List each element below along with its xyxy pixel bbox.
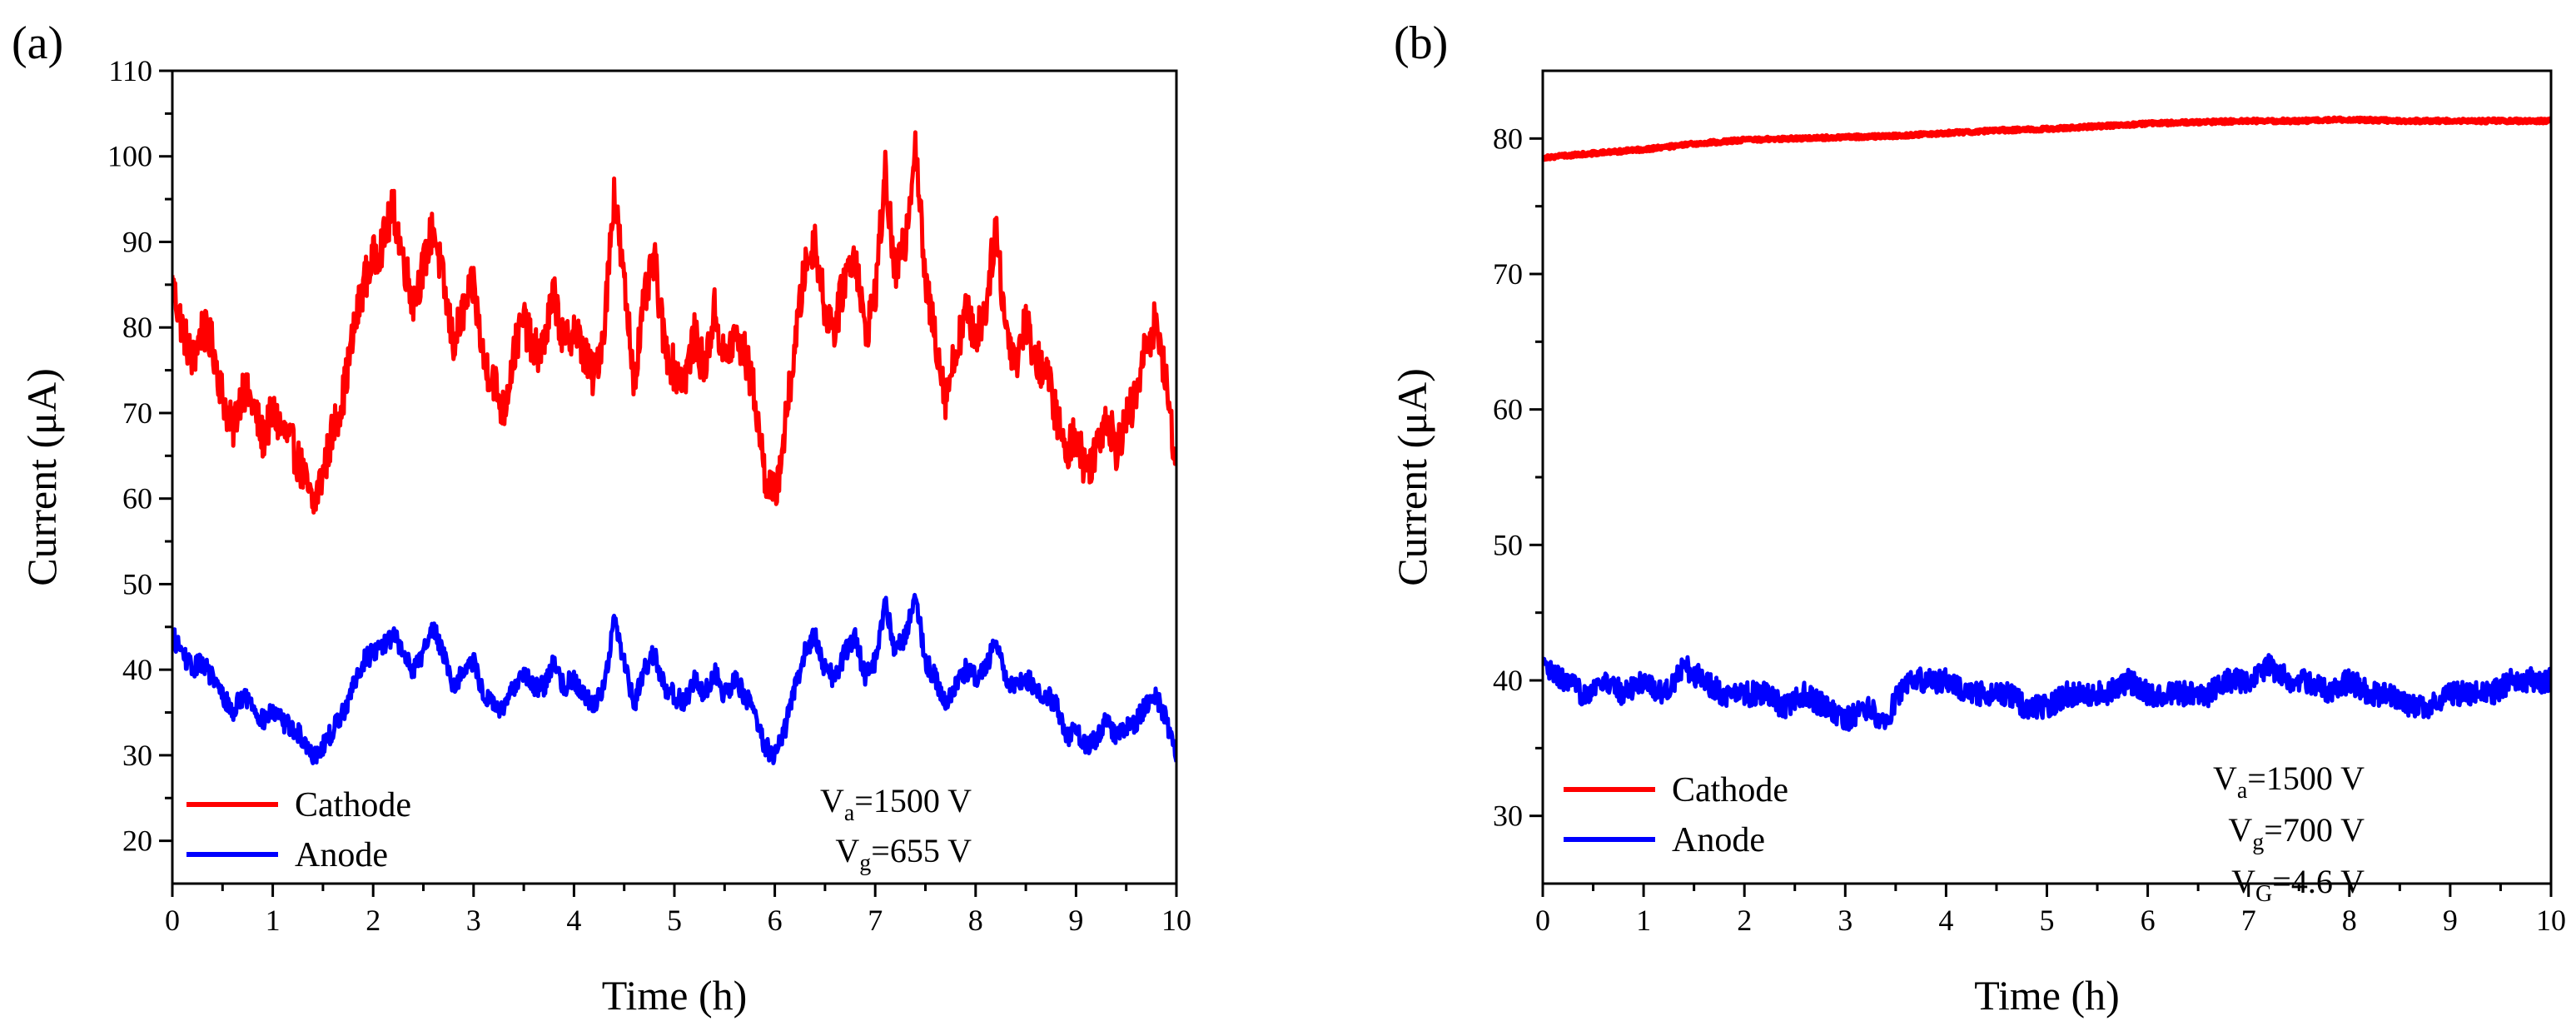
y-tick-label: 60 — [1493, 393, 1523, 426]
annotation-base: V — [2213, 760, 2237, 797]
plot-area — [172, 130, 1176, 765]
x-tick-label: 2 — [1737, 904, 1752, 937]
x-tick-label: 3 — [466, 904, 481, 937]
x-tick-label: 0 — [165, 904, 180, 937]
chart-panel-a: (a) 0 1 2 3 4 5 6 7 8 9 10 20 30 40 50 60 70 80 90 100 110 Tim… — [12, 17, 1191, 1019]
x-tick-label: 9 — [1068, 904, 1083, 937]
series-line-cathode — [172, 130, 1176, 515]
y-axis-label: Current (μA) — [18, 368, 65, 585]
legend-label-anode: Anode — [1672, 821, 1765, 859]
y-tick-label: 30 — [1493, 799, 1523, 833]
x-tick-label: 6 — [768, 904, 783, 937]
annotation-subscript: a — [844, 800, 855, 826]
annotation-base: V — [2231, 863, 2255, 900]
x-tick-label: 3 — [1838, 904, 1852, 937]
y-tick-label: 110 — [108, 54, 152, 87]
x-tick-label: 9 — [2443, 904, 2458, 937]
x-tick-label: 4 — [1938, 904, 1953, 937]
annotation-subscript: a — [2237, 778, 2248, 804]
y-tick-label: 50 — [1493, 528, 1523, 561]
annotation-value: =655 V — [871, 832, 972, 869]
voltage-annotation: Va=1500 V — [820, 782, 972, 826]
annotation-value: =1500 V — [2247, 760, 2365, 797]
x-tick-label: 5 — [667, 904, 682, 937]
series-line-anode — [172, 592, 1176, 765]
voltage-annotation: Vg=655 V — [835, 832, 972, 876]
x-tick-label: 10 — [2536, 904, 2566, 937]
legend-label-cathode: Cathode — [295, 786, 411, 824]
annotation-base: V — [835, 832, 859, 869]
voltage-annotation: Va=1500 V — [2213, 760, 2365, 804]
x-tick-label: 0 — [1535, 904, 1550, 937]
series-line-anode — [1543, 653, 2551, 732]
x-tick-label: 1 — [1636, 904, 1651, 937]
annotation-subscript: g — [859, 850, 871, 876]
x-axis-label: Time (h) — [602, 972, 748, 1019]
x-tick-label: 8 — [2342, 904, 2357, 937]
annotation-value: =700 V — [2264, 811, 2365, 849]
voltage-annotation: VG=4.6 V — [2231, 863, 2365, 907]
x-tick-label: 7 — [868, 904, 883, 937]
x-tick-label: 8 — [968, 904, 983, 937]
annotation-value: =1500 V — [854, 782, 972, 819]
x-axis-label: Time (h) — [1974, 972, 2120, 1019]
y-tick-label: 70 — [1493, 257, 1523, 291]
annotation-subscript: G — [2255, 881, 2272, 907]
y-axis-label: Current (μA) — [1389, 368, 1435, 585]
y-tick-label: 100 — [107, 140, 152, 173]
y-tick-label: 90 — [122, 225, 152, 258]
x-tick-label: 1 — [266, 904, 281, 937]
legend-label-anode: Anode — [295, 836, 388, 874]
annotation-base: V — [820, 782, 844, 819]
y-tick-label: 30 — [122, 739, 152, 772]
y-tick-label: 60 — [122, 482, 152, 516]
plot-area — [1543, 115, 2551, 732]
x-tick-label: 7 — [2241, 904, 2256, 937]
y-tick-label: 80 — [122, 311, 152, 344]
y-tick-label: 20 — [122, 824, 152, 858]
x-tick-label: 10 — [1161, 904, 1191, 937]
panel-label: (b) — [1394, 17, 1448, 69]
plot-frame — [1541, 69, 2553, 885]
y-tick-label: 80 — [1493, 122, 1523, 155]
y-tick-label: 70 — [122, 396, 152, 430]
voltage-annotation: Vg=700 V — [2228, 811, 2365, 855]
chart-panel-b: (b) 0 1 2 3 4 5 6 7 8 9 10 30 40 50 60 70 80 Time (h) Curre… — [1389, 17, 2566, 1019]
series-line-cathode — [1543, 115, 2551, 162]
legend-label-cathode: Cathode — [1672, 771, 1788, 809]
annotation-base: V — [2228, 811, 2252, 849]
x-tick-label: 4 — [566, 904, 581, 937]
x-tick-label: 2 — [366, 904, 380, 937]
y-tick-label: 40 — [122, 653, 152, 686]
x-tick-label: 5 — [2040, 904, 2055, 937]
annotation-subscript: g — [2252, 829, 2264, 855]
panel-label: (a) — [12, 17, 63, 69]
y-tick-label: 50 — [122, 567, 152, 600]
annotation-value: =4.6 V — [2272, 863, 2365, 900]
y-tick-label: 40 — [1493, 664, 1523, 697]
x-tick-label: 6 — [2141, 904, 2156, 937]
